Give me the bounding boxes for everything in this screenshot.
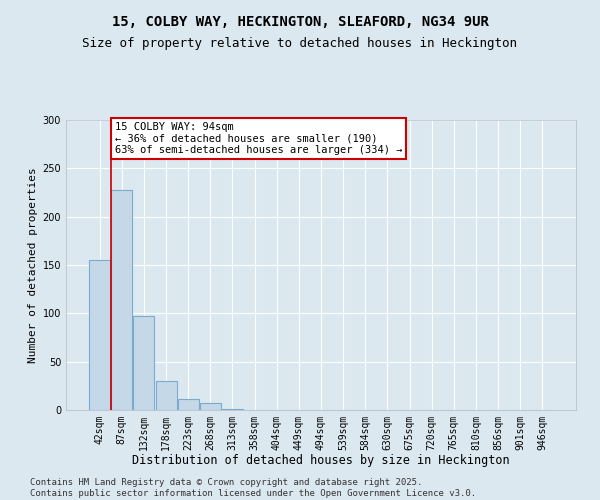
Bar bbox=[89, 260, 110, 410]
Text: 15, COLBY WAY, HECKINGTON, SLEAFORD, NG34 9UR: 15, COLBY WAY, HECKINGTON, SLEAFORD, NG3… bbox=[112, 15, 488, 29]
Text: Contains HM Land Registry data © Crown copyright and database right 2025.
Contai: Contains HM Land Registry data © Crown c… bbox=[30, 478, 476, 498]
Text: Size of property relative to detached houses in Heckington: Size of property relative to detached ho… bbox=[83, 38, 517, 51]
Bar bbox=[178, 400, 199, 410]
Bar bbox=[222, 409, 243, 410]
Bar bbox=[133, 316, 154, 410]
X-axis label: Distribution of detached houses by size in Heckington: Distribution of detached houses by size … bbox=[132, 454, 510, 468]
Bar bbox=[200, 403, 221, 410]
Bar bbox=[155, 381, 176, 410]
Bar bbox=[112, 190, 133, 410]
Text: 15 COLBY WAY: 94sqm
← 36% of detached houses are smaller (190)
63% of semi-detac: 15 COLBY WAY: 94sqm ← 36% of detached ho… bbox=[115, 122, 402, 155]
Y-axis label: Number of detached properties: Number of detached properties bbox=[28, 167, 38, 363]
